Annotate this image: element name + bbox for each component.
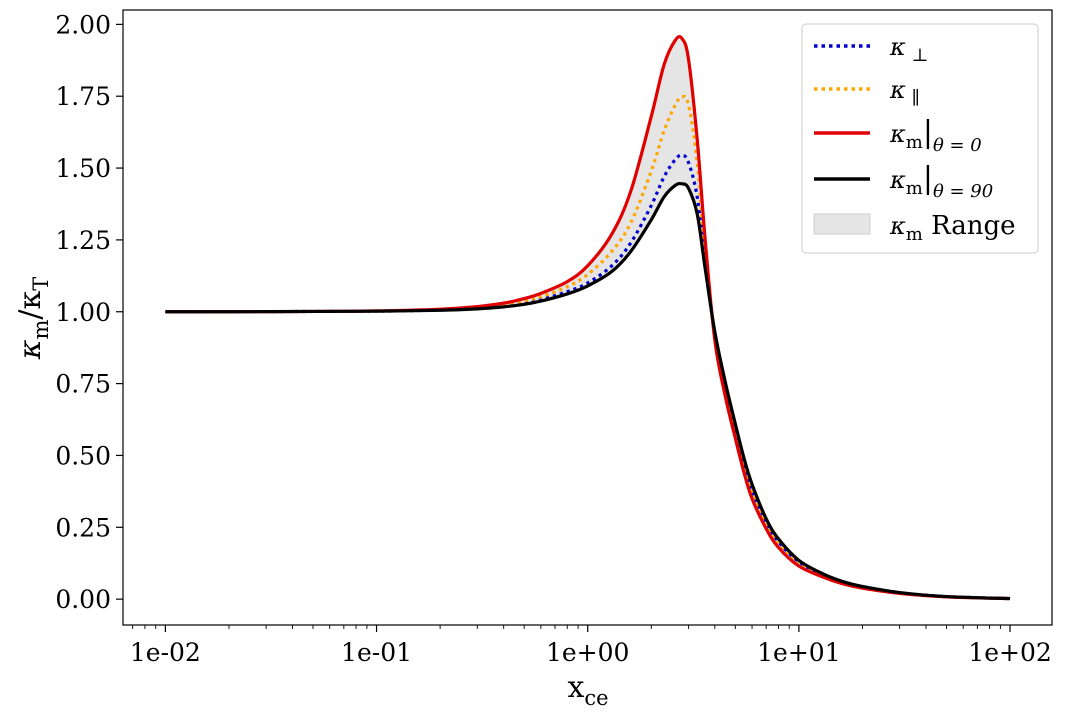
y-tick-label: 0.25 [55, 513, 111, 542]
y-tick-label: 1.50 [55, 154, 111, 183]
x-tick-label: 1e-01 [341, 638, 412, 667]
x-tick-label: 1e+02 [968, 638, 1051, 667]
legend-box [801, 23, 1039, 254]
legend-label-kappa-perp: κ ⊥ [889, 33, 928, 66]
legend-label-kappa-par: κ ∥ [889, 76, 920, 109]
x-axis-ticks: 1e-02 1e-01 1e+00 1e+01 1e+02 [130, 625, 1052, 667]
x-tick-label: 1e+01 [757, 638, 840, 667]
legend-swatch-kappa-m-range [813, 213, 871, 235]
y-axis-label: κm/κT [13, 277, 53, 360]
legend-label-kappa-m-range: κm Range [889, 211, 1016, 245]
y-tick-label: 1.00 [55, 298, 111, 327]
x-axis-label: xce [567, 670, 608, 710]
x-tick-label: 1e-02 [130, 638, 201, 667]
y-tick-label: 0.75 [55, 370, 111, 399]
y-tick-label: 1.25 [55, 226, 111, 255]
series-line-3 [165, 181, 1011, 601]
y-tick-label: 1.75 [55, 82, 111, 111]
series-layer [165, 35, 1011, 601]
series-line-2 [165, 35, 1011, 601]
legend-label-kappa-m-theta90: κm|θ = 90 [889, 161, 993, 202]
y-axis-ticks: 0.00 0.25 0.50 0.75 1.00 1.25 1.50 1.75 2.00 [55, 10, 123, 614]
y-axis-label-group: κm/κT [13, 277, 53, 360]
y-tick-label: 0.50 [55, 441, 111, 470]
legend: κ ⊥ κ ∥ κm|θ = 0 κm|θ = 90 κm Range [801, 23, 1039, 254]
legend-label-kappa-m-theta0: κm|θ = 0 [889, 115, 982, 156]
y-tick-label: 0.00 [55, 585, 111, 614]
y-tick-label: 2.00 [55, 10, 111, 39]
x-tick-label: 1e+00 [546, 638, 629, 667]
